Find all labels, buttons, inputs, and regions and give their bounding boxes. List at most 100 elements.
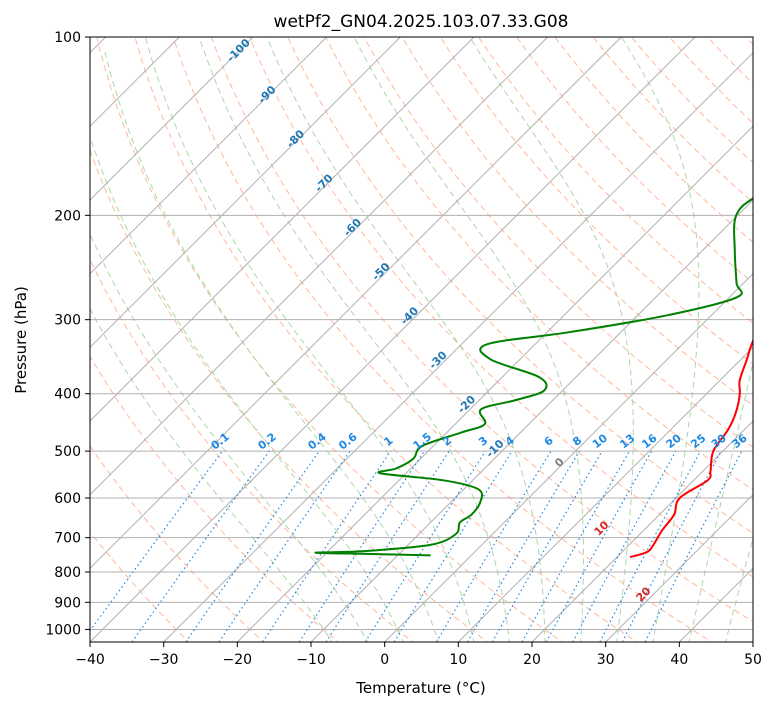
dry-adiabat <box>477 37 753 324</box>
dry-adiabat <box>554 37 753 243</box>
mixing-ratio-line <box>298 450 425 642</box>
moist-adiabat-label: -40 <box>398 304 421 327</box>
dry-adiabat <box>134 37 638 642</box>
y-tick-label: 200 <box>54 208 81 224</box>
dry-adiabat <box>90 355 339 642</box>
x-tick-label: 50 <box>744 652 762 668</box>
y-tick-label: 1000 <box>45 622 81 638</box>
mixing-ratio-line <box>90 450 223 632</box>
dry-adiabat <box>325 37 753 491</box>
mixing-ratio-line <box>599 450 702 642</box>
y-tick-label: 300 <box>54 313 81 329</box>
x-tick-label: 30 <box>597 652 615 668</box>
mixing-ratio-line <box>572 450 677 642</box>
dry-adiabat <box>287 37 753 534</box>
x-axis-title: Temperature (°C) <box>355 679 485 697</box>
mixing-ratio-line <box>185 450 320 642</box>
moist-adiabat-label: -100 <box>224 36 253 65</box>
axes: −40 −30 −20 −10 0 10 20 30 40 5010020030040050060… <box>45 30 762 668</box>
moist-adiabat-label: -90 <box>255 83 278 106</box>
mixing-ratio-label: 25 <box>688 431 708 451</box>
isotherm <box>678 567 753 642</box>
x-tick-label: 10 <box>449 652 467 668</box>
moist-adiabat-label: -60 <box>341 216 364 239</box>
dewpoint-line <box>314 197 753 557</box>
isotherm <box>752 641 753 642</box>
chart-title: wetPf2_GN04.2025.103.07.33.G08 <box>274 12 569 32</box>
background-lines <box>90 37 753 642</box>
mixing-ratio-line <box>218 450 351 642</box>
mixing-ratio-label: 6 <box>542 434 556 449</box>
dry-adiabat <box>439 37 753 365</box>
y-axis-title: Pressure (hPa) <box>12 286 30 394</box>
moist-adiabat <box>90 232 369 642</box>
mixing-ratio-label: 8 <box>570 434 584 449</box>
dry-adiabat <box>592 37 753 203</box>
isotherm <box>90 37 549 496</box>
isotherm <box>90 37 696 642</box>
y-tick-label: 700 <box>54 531 81 547</box>
mixing-ratio-label: 36 <box>730 431 750 451</box>
moist-adiabat-label: -50 <box>369 260 392 283</box>
y-tick-label: 800 <box>54 565 81 581</box>
y-tick-label: 100 <box>54 30 81 46</box>
y-tick-label: 900 <box>54 595 81 611</box>
moist-adiabat <box>90 135 404 642</box>
dry-adiabat <box>745 37 753 46</box>
isotherm <box>310 199 753 642</box>
dry-adiabat <box>401 37 753 406</box>
dry-adiabat <box>90 148 489 642</box>
dry-adiabat <box>248 37 753 578</box>
temperature-line <box>629 338 753 559</box>
dry-adiabat <box>363 37 753 448</box>
moist-adiabat <box>688 359 753 642</box>
x-tick-label: 0 <box>380 652 389 668</box>
dry-adiabat <box>90 445 265 642</box>
isotherm <box>90 37 401 349</box>
isotherm <box>457 346 753 642</box>
dry-adiabat <box>90 258 414 642</box>
isotherm <box>90 37 254 201</box>
mixing-ratio-line <box>466 450 580 642</box>
isotherm <box>163 51 753 642</box>
x-tick-label: 20 <box>523 652 541 668</box>
moist-adiabat <box>725 536 753 642</box>
series-layer <box>314 197 753 559</box>
moist-adiabat <box>266 37 546 642</box>
dry-adiabat-label: 20 <box>634 584 654 604</box>
dry-adiabat <box>210 37 753 623</box>
dry-adiabat <box>172 37 713 642</box>
moist-adiabat-label: -30 <box>426 348 449 371</box>
plot-frame <box>89 36 754 643</box>
x-tick-label: 40 <box>670 652 688 668</box>
isotherm <box>531 420 753 642</box>
x-tick-label: −10 <box>296 652 326 668</box>
isotherm <box>605 493 753 642</box>
moist-adiabat-label: -20 <box>455 393 478 416</box>
moist-adiabat-label: -80 <box>284 127 307 150</box>
x-tick-label: −30 <box>149 652 179 668</box>
mixing-ratio-line <box>435 450 552 642</box>
mixing-ratio-label: 16 <box>639 431 659 451</box>
isotherm <box>90 37 475 422</box>
mixing-ratio-line <box>621 450 722 642</box>
x-tick-label: −20 <box>223 652 253 668</box>
dry-adiabat <box>630 37 753 164</box>
isotherm <box>90 37 622 570</box>
mixing-ratio-label: 1 <box>382 434 396 449</box>
mixing-ratio-line <box>393 450 513 642</box>
isotherm <box>236 125 753 642</box>
mixing-ratio-label: 0.4 <box>305 430 329 452</box>
mixing-ratio-line <box>325 450 450 642</box>
y-tick-label: 500 <box>54 444 81 460</box>
y-tick-label: 400 <box>54 387 81 403</box>
dry-adiabat-label: 10 <box>592 518 612 538</box>
y-tick-label: 600 <box>54 491 81 507</box>
x-tick-label: −40 <box>75 652 105 668</box>
isotherm <box>384 272 753 642</box>
mixing-ratio-line <box>364 450 486 642</box>
mixing-ratio-line <box>545 450 653 642</box>
dry-adiabat <box>668 37 753 124</box>
mixing-ratio-line <box>644 450 743 642</box>
